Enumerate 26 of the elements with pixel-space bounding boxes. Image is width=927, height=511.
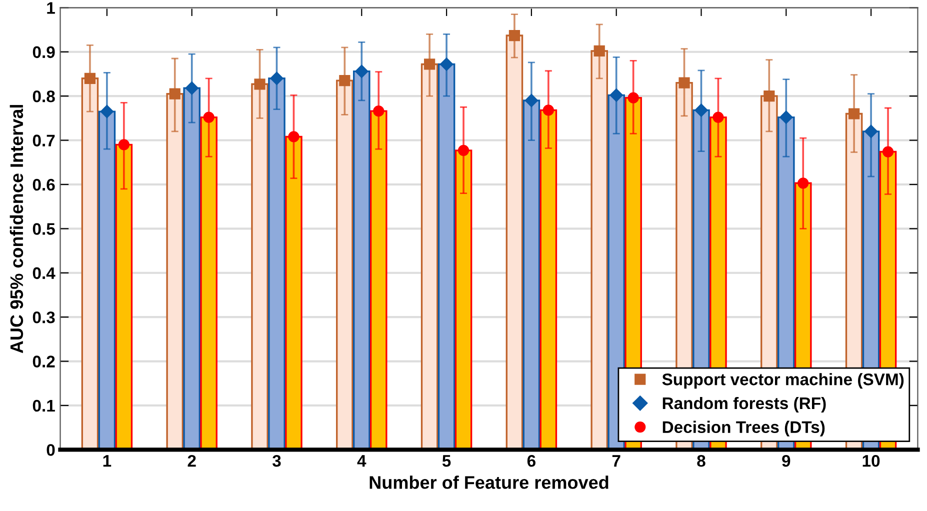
y-tick-label: 0.9 — [32, 46, 55, 58]
x-tick-label: 7 — [612, 455, 620, 467]
x-axis-title: Number of Feature removed — [370, 476, 608, 489]
y-tick-label: 0.3 — [32, 311, 55, 324]
x-tick-label: 9 — [782, 454, 790, 467]
legend-label: Decision Trees (DTs) — [662, 420, 825, 436]
y-tick-label: 0.1 — [32, 400, 55, 412]
legend-label: Random forests (RF) — [662, 396, 826, 412]
x-tick-label: 3 — [272, 454, 281, 467]
x-tick-label: 2 — [188, 454, 196, 467]
x-tick-label: 10 — [862, 454, 880, 467]
y-tick-label: 0.6 — [32, 178, 55, 191]
y-tick-label: 0 — [46, 444, 55, 456]
x-tick-label: 8 — [697, 454, 706, 467]
y-axis-title: AUC 95% confidence Interval — [10, 105, 24, 354]
x-tick-label: 5 — [442, 455, 451, 467]
y-tick-label: 0.8 — [32, 90, 55, 102]
y-tick-label: 0.2 — [32, 356, 55, 368]
x-tick-label: 1 — [103, 455, 112, 467]
y-tick-label: 0.5 — [32, 223, 55, 235]
x-tick-label: 6 — [527, 454, 536, 467]
y-tick-label: 0.4 — [32, 267, 56, 280]
legend-label: Support vector machine (SVM) — [662, 373, 904, 389]
x-tick-label: 4 — [357, 455, 366, 467]
y-tick-label: 0.7 — [32, 134, 55, 146]
y-tick-label: 1 — [47, 2, 55, 14]
